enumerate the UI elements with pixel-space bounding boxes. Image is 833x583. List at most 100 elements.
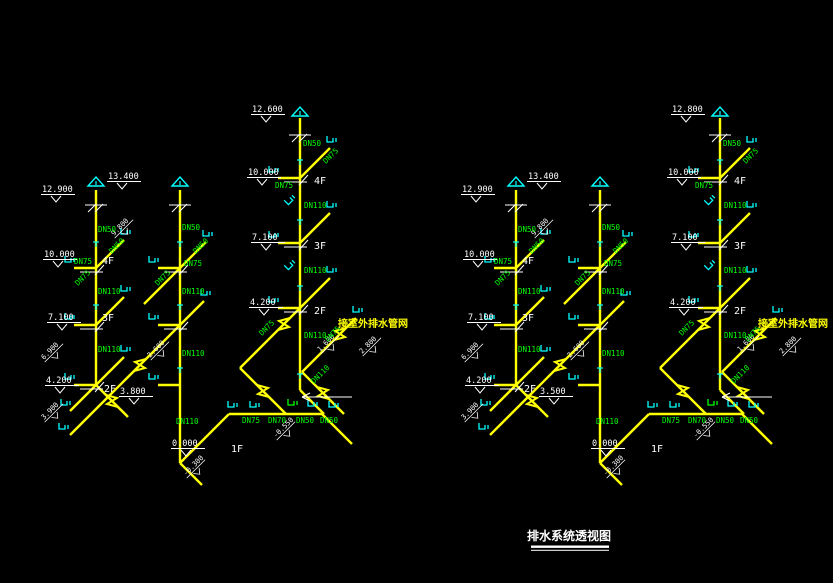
pipe-segment — [515, 296, 545, 326]
floor-label: 4F — [102, 256, 114, 267]
pipe-size-label: DN75 — [493, 268, 512, 287]
p-trap-icon — [688, 166, 699, 173]
roof-hatch-icon — [711, 133, 721, 143]
p-trap-icon — [620, 289, 631, 296]
elevation-label: 10.000 — [668, 168, 699, 178]
elevation-check-icon — [678, 308, 690, 316]
junction-tick-icon — [94, 381, 105, 393]
pipe-size-label: DN50 — [740, 416, 759, 425]
pipe-size-label: DN75 — [275, 181, 293, 190]
roof-hatch-icon — [718, 133, 728, 143]
pipe-break-zigzag-icon — [332, 327, 348, 341]
elevation-check-icon — [283, 429, 291, 437]
pipe-segment — [299, 212, 331, 244]
vent-cap-icon — [710, 105, 730, 117]
vent-cap-icon — [590, 175, 610, 187]
floor-label: 3F — [102, 313, 114, 324]
p-trap-icon — [568, 313, 579, 320]
p-trap-icon — [328, 401, 339, 408]
pipe-size-label: DN75 — [695, 181, 713, 190]
elevation-check-icon — [116, 182, 128, 190]
elevation-check-icon — [541, 227, 549, 235]
elevation-underline — [114, 219, 134, 239]
junction-tick-icon — [298, 239, 309, 251]
elevation-label: 13.400 — [528, 172, 559, 182]
flow-arrow-icon — [721, 392, 731, 402]
pipe-size-label: DN110 — [98, 287, 121, 296]
floor-label: 3F — [734, 241, 746, 252]
elevation-underline — [464, 343, 484, 363]
pipe-size-label: DN75 — [494, 257, 512, 266]
floor-label: 4F — [522, 256, 534, 267]
pipe-size-label: DN50 — [716, 416, 735, 425]
rotated-pipe-size-group: DN75 — [321, 146, 340, 165]
pipe-segment — [299, 277, 331, 309]
p-trap-icon — [326, 266, 337, 273]
elevation-underline — [696, 421, 716, 441]
floor-label: 2F — [524, 384, 536, 395]
pipe-size-label: DN75 — [741, 146, 760, 165]
elevation-underline — [534, 219, 554, 239]
junction-tick-icon — [598, 321, 609, 333]
elevation-label: 10.000 — [44, 250, 75, 260]
rotated-elevation-group: 2.600 — [566, 339, 590, 361]
elevation-check-icon — [260, 115, 272, 123]
p-trap-icon — [148, 256, 159, 263]
pipe-segment — [515, 239, 545, 269]
p-trap-icon — [703, 194, 716, 206]
flow-arrow-icon — [301, 392, 311, 402]
elevation-check-icon — [128, 397, 140, 405]
rotated-pipe-size-group: DN75 — [493, 268, 512, 287]
title-underline — [531, 545, 609, 548]
pipe-segment — [489, 324, 601, 436]
floor-label: 4F — [314, 176, 326, 187]
pipe-size-label: DN110 — [176, 417, 199, 426]
elevation-label: 0.000 — [172, 439, 198, 449]
vent-cap-icon — [170, 175, 190, 187]
pipe-segment — [515, 356, 545, 386]
pipe-segment — [179, 413, 230, 464]
junction-tick-icon — [718, 174, 729, 186]
elevation-check-icon — [577, 349, 585, 357]
p-trap-icon — [352, 306, 363, 313]
rotated-elevation-group: 3.900 — [460, 401, 484, 423]
p-trap-icon — [58, 423, 69, 430]
roof-hatch-icon — [298, 133, 308, 143]
pipe-size-label: DN110 — [518, 345, 541, 354]
pipe-size-label: DN50 — [182, 223, 201, 232]
p-trap-icon — [568, 256, 579, 263]
p-trap-icon — [227, 401, 238, 408]
p-trap-icon — [326, 201, 337, 208]
elevation-check-icon — [536, 182, 548, 190]
floor-label: 3F — [314, 241, 326, 252]
pipe-size-label: DN110 — [98, 345, 121, 354]
roof-hatch-icon — [514, 203, 524, 213]
pipe-segment — [719, 212, 751, 244]
elevation-check-icon — [121, 227, 129, 235]
pipe-segment — [719, 147, 751, 179]
pipe-break-zigzag-icon — [552, 358, 568, 372]
elevation-check-icon — [476, 323, 488, 331]
p-trap-icon — [148, 373, 159, 380]
elevation-check-icon — [600, 449, 612, 457]
elevation-label: 12.600 — [252, 105, 283, 115]
rotated-elevation-group: 3.900 — [40, 401, 64, 423]
pipe-size-label: DN75 — [321, 146, 340, 165]
junction-tick-icon — [178, 264, 189, 276]
elevation-check-icon — [470, 195, 482, 203]
p-trap-icon — [120, 285, 131, 292]
pipe-size-label: DN110 — [602, 349, 625, 358]
p-trap-icon — [748, 401, 759, 408]
p-trap-icon — [727, 400, 738, 407]
pipe-size-label: DN50 — [98, 225, 117, 234]
elevation-label: 4.200 — [250, 298, 276, 308]
floor-label: 2F — [314, 306, 326, 317]
elevation-check-icon — [52, 260, 64, 268]
p-trap-icon — [703, 194, 716, 206]
p-trap-icon — [287, 399, 298, 406]
junction-tick-icon — [514, 264, 525, 276]
pipe-size-label: DN110 — [518, 287, 541, 296]
pipe-size-label: DN110 — [596, 417, 619, 426]
junction-tick-icon — [718, 304, 729, 316]
